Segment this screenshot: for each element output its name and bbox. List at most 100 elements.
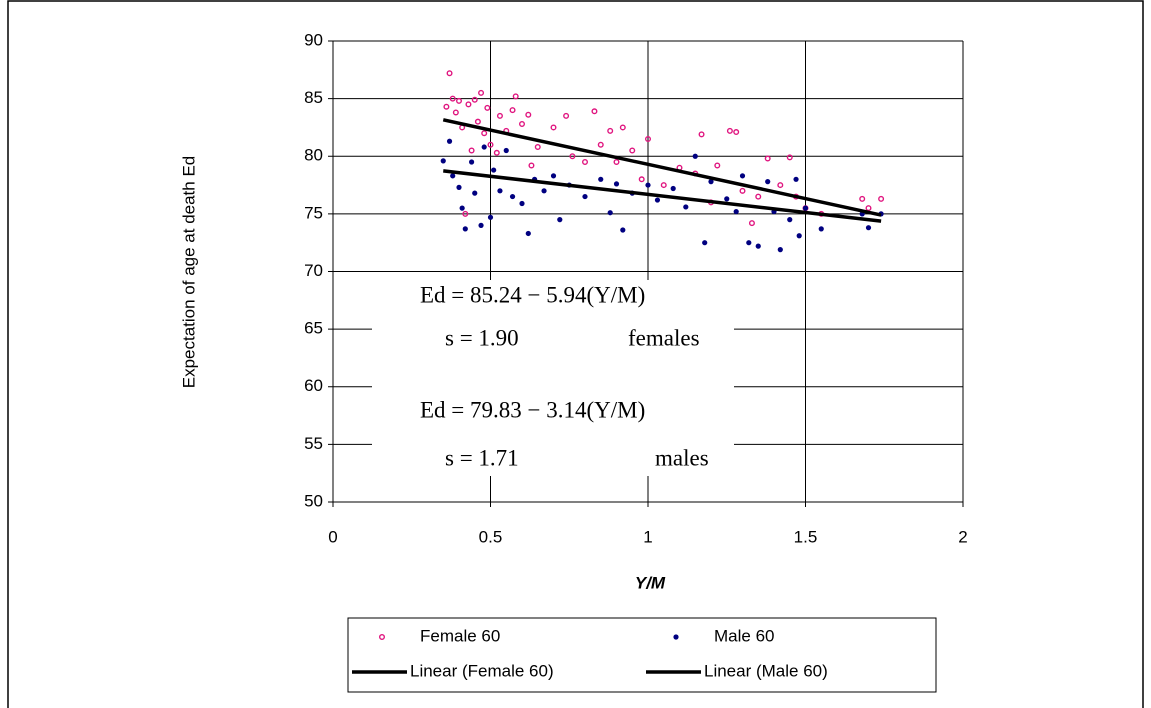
female-point [550, 124, 557, 131]
male-point [459, 205, 465, 211]
male-point [481, 144, 487, 150]
male-point [487, 214, 494, 220]
female-point [878, 195, 885, 202]
male-point [607, 210, 613, 216]
legend [347, 617, 937, 693]
male-point [796, 233, 802, 239]
female-point [446, 70, 453, 77]
annotation: males [655, 445, 709, 470]
male-point [683, 204, 689, 210]
male-point [670, 185, 676, 192]
y-tick-label: 50 [304, 491, 323, 510]
male-point [739, 173, 746, 179]
female-point [443, 103, 450, 110]
annotation: s = 1.71 [445, 445, 519, 470]
legend-label: Female 60 [420, 626, 500, 645]
male-point [724, 196, 730, 202]
male-point [491, 167, 497, 173]
female-point [591, 108, 598, 115]
trend-line [442, 118, 882, 217]
male-point [503, 147, 509, 154]
female-point [481, 130, 488, 137]
female-point [714, 162, 721, 169]
male-point [446, 138, 453, 144]
male-point [519, 200, 525, 207]
female-point [496, 112, 503, 119]
female-point [534, 144, 541, 151]
male-point [733, 208, 739, 215]
female-point [519, 120, 526, 127]
female-point [582, 159, 589, 166]
annotation: females [628, 325, 700, 350]
male-point [469, 159, 475, 165]
trend-line [443, 169, 882, 223]
male-point [755, 243, 761, 249]
male-point [509, 193, 516, 200]
y-tick-label: 90 [304, 30, 323, 49]
male-point [497, 188, 503, 194]
male-point [793, 176, 799, 182]
legend-label: Linear (Female 60) [410, 661, 554, 680]
male-point [702, 240, 708, 246]
female-point [462, 210, 469, 217]
male-point [440, 158, 446, 164]
legend-swatch [673, 634, 679, 640]
female-point [512, 93, 519, 100]
plot-area: 50 55 60 65 70 75 80 85 90 0 0.5 1 1.5 2 Ed = 85.24 − … [304, 30, 968, 546]
female-point [493, 149, 500, 156]
male-point [787, 217, 793, 223]
male-point [472, 190, 478, 196]
male-point [818, 226, 824, 232]
x-tick-label: 1 [643, 527, 652, 546]
male-point [582, 193, 588, 200]
male-point [525, 230, 531, 237]
female-point [726, 127, 733, 134]
x-tick-label: 2 [958, 527, 967, 546]
female-point [613, 159, 620, 166]
female-point [698, 131, 705, 138]
male-point [456, 184, 462, 190]
y-tick-label: 60 [304, 376, 323, 395]
female-point [471, 96, 478, 103]
male-point [746, 240, 752, 246]
female-point [449, 95, 456, 102]
female-point [739, 187, 746, 194]
female-point [456, 97, 463, 104]
legend-items: Female 60 Male 60 Linear (Female 60) Linear… [352, 626, 828, 680]
male-point [450, 173, 456, 179]
male-point [478, 222, 484, 228]
legend-label: Linear (Male 60) [704, 661, 828, 680]
female-point [607, 127, 614, 134]
male-point [645, 182, 651, 188]
male-point [654, 197, 661, 203]
x-tick-label: 0 [328, 527, 337, 546]
female-point [597, 141, 604, 148]
male-point [708, 179, 714, 185]
male-point [598, 176, 604, 182]
chart-frame [7, 0, 1144, 708]
x-axis-label: Y/M [635, 573, 666, 592]
female-point [865, 205, 872, 212]
male-point [777, 247, 783, 253]
female-point [733, 129, 740, 136]
male-point [802, 205, 809, 211]
y-tick-label: 55 [304, 434, 323, 453]
female-point [755, 193, 762, 200]
female-point [748, 220, 755, 227]
female-point [619, 124, 626, 131]
annotation: s = 1.90 [445, 325, 519, 350]
female-point [777, 182, 784, 189]
y-tick-label: 65 [304, 319, 323, 338]
female-point [465, 101, 472, 108]
male-point [620, 227, 626, 233]
male-point [613, 181, 620, 187]
female-point [525, 111, 532, 118]
annotation: Ed = 79.83 − 3.14(Y/M) [420, 397, 645, 422]
y-tick-label: 80 [304, 146, 323, 165]
female-point [764, 155, 771, 162]
x-tick-label: 1.5 [794, 527, 818, 546]
female-point [563, 112, 570, 119]
y-tick-label: 75 [304, 203, 323, 222]
female-point [452, 109, 459, 116]
